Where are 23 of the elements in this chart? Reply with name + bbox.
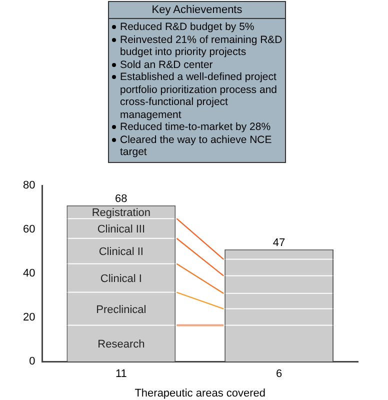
y-tick-label: 80	[22, 180, 36, 192]
series-label: Registration	[92, 207, 151, 220]
y-tick-label: 20	[22, 312, 36, 324]
y-tick-label: 60	[22, 224, 36, 236]
text: Key Achievements	[109, 2, 285, 19]
x-tick-label: 6	[276, 368, 282, 380]
text: Reduced time-to-market by 28%	[120, 121, 271, 133]
y-tick-label: 40	[22, 268, 36, 280]
series-label: Research	[98, 338, 145, 350]
annotation: 47	[272, 236, 286, 249]
x-tick-label: 11	[115, 368, 127, 380]
series-label: Clinical II	[98, 246, 144, 258]
annotation: 68	[115, 192, 128, 205]
y-tick-label: 0	[29, 356, 36, 368]
text: Sold an R&D center	[120, 58, 213, 70]
series-label: Preclinical	[96, 304, 146, 316]
series-label: Clinical I	[100, 273, 142, 286]
text: Reduced R&D budget by 5%	[120, 21, 254, 33]
text: Established a well-defined project portfolio prioritization process and cross-functional project management	[120, 71, 277, 120]
text: Cleared the way to achieve NCE target	[120, 134, 272, 158]
series-label: Clinical III	[97, 224, 146, 236]
text: Reinvested 21% of remaining R&D budget into priority projects	[120, 34, 282, 58]
x-axis-title: Therapeutic areas covered	[134, 387, 266, 400]
